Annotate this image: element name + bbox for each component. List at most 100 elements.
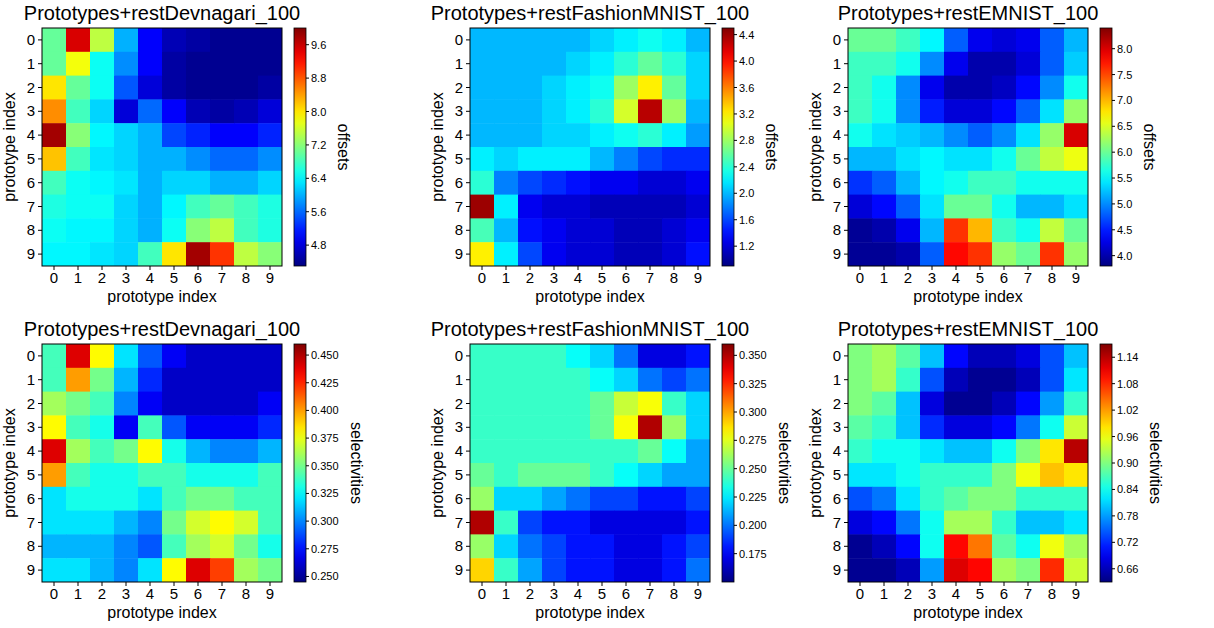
colorbar-tick-label: 0.225 bbox=[739, 491, 767, 503]
heat-cell bbox=[872, 487, 897, 511]
heat-cell bbox=[90, 511, 115, 535]
heat-cell bbox=[138, 123, 163, 147]
heat-cell bbox=[42, 487, 67, 511]
heat-cell bbox=[518, 195, 543, 219]
y-tick-label: 4 bbox=[455, 442, 463, 459]
heat-cell bbox=[542, 511, 567, 535]
heat-cell bbox=[114, 392, 139, 416]
heat-cell bbox=[638, 558, 663, 582]
heat-cell bbox=[614, 344, 639, 368]
heat-cell bbox=[638, 344, 663, 368]
y-tick bbox=[844, 427, 848, 428]
x-tick-label: 9 bbox=[694, 269, 702, 286]
heat-cell bbox=[614, 463, 639, 487]
x-tick-label: 7 bbox=[1024, 585, 1032, 602]
heat-cell bbox=[66, 76, 91, 100]
panel: 01234567890123456789prototype indexproto… bbox=[1, 318, 365, 621]
heat-cell bbox=[210, 463, 235, 487]
heat-cell bbox=[114, 511, 139, 535]
heat-cell bbox=[162, 368, 187, 392]
heat-cell bbox=[234, 439, 259, 463]
heat-cell bbox=[638, 534, 663, 558]
heat-cell bbox=[494, 147, 519, 171]
heat-cell bbox=[162, 218, 187, 242]
heat-cell bbox=[114, 52, 139, 76]
y-tick bbox=[38, 254, 42, 255]
heat-cell bbox=[614, 487, 639, 511]
y-tick-label: 6 bbox=[27, 174, 35, 191]
heat-cell bbox=[1064, 195, 1088, 219]
y-tick-label: 3 bbox=[455, 418, 463, 435]
heat-cell bbox=[494, 28, 519, 52]
heat-cell bbox=[1040, 439, 1065, 463]
x-tick-label: 7 bbox=[218, 269, 226, 286]
heat-cell bbox=[1040, 218, 1065, 242]
heat-cell bbox=[186, 242, 211, 266]
heat-cell bbox=[614, 52, 639, 76]
heat-cell bbox=[686, 463, 710, 487]
heat-cell bbox=[542, 392, 567, 416]
heat-cell bbox=[258, 558, 282, 582]
heat-cell bbox=[590, 28, 615, 52]
heat-cell bbox=[66, 511, 91, 535]
heat-cell bbox=[590, 558, 615, 582]
colorbar-tick bbox=[306, 245, 309, 246]
heat-cell bbox=[258, 99, 282, 123]
heat-cell bbox=[234, 487, 259, 511]
panel: 01234567890123456789prototype indexproto… bbox=[807, 2, 1158, 305]
heat-cell bbox=[542, 218, 567, 242]
colorbar-tick bbox=[734, 525, 737, 526]
y-tick bbox=[38, 39, 42, 40]
heat-cell bbox=[686, 487, 710, 511]
x-tick-label: 0 bbox=[856, 585, 864, 602]
colorbar-tick bbox=[734, 193, 737, 194]
heat-cell bbox=[920, 534, 945, 558]
heat-cell bbox=[258, 76, 282, 100]
heat-cell bbox=[518, 463, 543, 487]
heat-cell bbox=[638, 392, 663, 416]
heat-cell bbox=[944, 463, 969, 487]
heat-cell bbox=[258, 487, 282, 511]
y-tick bbox=[38, 379, 42, 380]
colorbar-tick bbox=[734, 355, 737, 356]
y-tick-label: 2 bbox=[833, 395, 841, 412]
heat-cell bbox=[614, 99, 639, 123]
heat-cell bbox=[42, 242, 67, 266]
heat-cell bbox=[614, 534, 639, 558]
heat-cell bbox=[518, 218, 543, 242]
heat-cell bbox=[1040, 76, 1065, 100]
y-tick-label: 8 bbox=[833, 221, 841, 238]
y-tick bbox=[466, 39, 470, 40]
heat-cell bbox=[1016, 392, 1041, 416]
heat-cell bbox=[494, 344, 519, 368]
heat-cell bbox=[614, 123, 639, 147]
heat-cell bbox=[258, 511, 282, 535]
cells bbox=[42, 28, 282, 266]
colorbar-tick-label: 0.325 bbox=[311, 487, 339, 499]
colorbar-tick bbox=[306, 111, 309, 112]
heat-cell bbox=[542, 99, 567, 123]
colorbar-tick-label: 0.200 bbox=[739, 519, 767, 531]
heat-cell bbox=[66, 487, 91, 511]
x-tick-label: 7 bbox=[1024, 269, 1032, 286]
heat-cell bbox=[162, 415, 187, 439]
heat-cell bbox=[896, 123, 921, 147]
heat-cell bbox=[518, 171, 543, 195]
heat-cell bbox=[848, 195, 873, 219]
heat-cell bbox=[944, 344, 969, 368]
heat-cell bbox=[90, 558, 115, 582]
colorbar-tick bbox=[734, 140, 737, 141]
heat-cell bbox=[920, 368, 945, 392]
heat-cell bbox=[234, 195, 259, 219]
heat-cell bbox=[66, 392, 91, 416]
heat-cell bbox=[470, 171, 495, 195]
y-tick bbox=[466, 111, 470, 112]
heat-cell bbox=[138, 558, 163, 582]
heat-cell bbox=[186, 368, 211, 392]
heat-cell bbox=[470, 76, 495, 100]
heat-cell bbox=[590, 123, 615, 147]
heat-cell bbox=[662, 487, 687, 511]
heat-cell bbox=[638, 242, 663, 266]
heat-cell bbox=[518, 534, 543, 558]
y-tick-label: 4 bbox=[455, 126, 463, 143]
